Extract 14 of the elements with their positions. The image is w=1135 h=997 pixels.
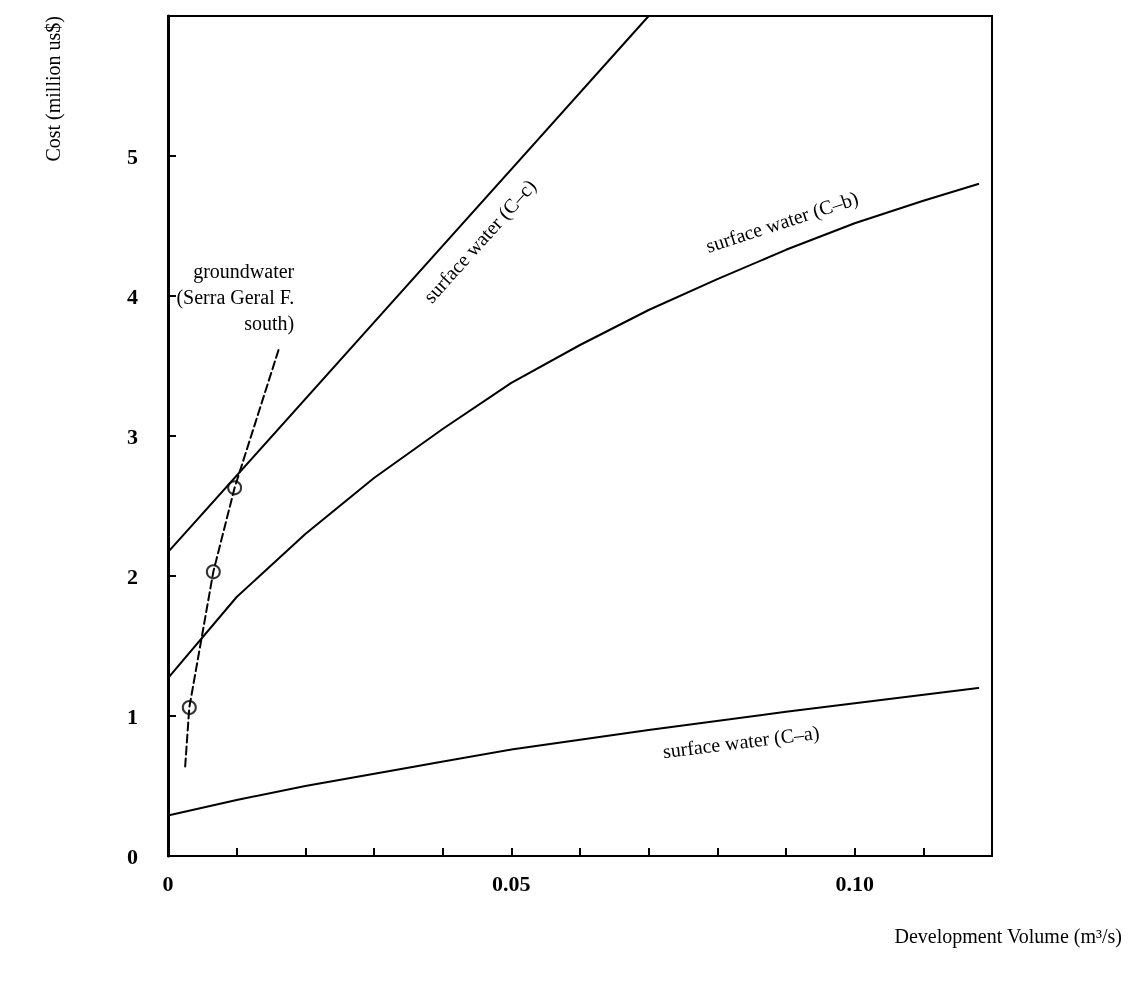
text: surface water (C–a) — [661, 720, 821, 764]
y-tick-label: 3 — [127, 423, 138, 449]
x-tick-label: 0.05 — [492, 870, 531, 896]
x-tick-label: 0.10 — [835, 870, 874, 896]
y-tick-label: 5 — [127, 143, 138, 169]
y-tick-label: 0 — [127, 843, 138, 869]
y-axis-title: Cost (million us$) — [42, 16, 65, 162]
y-tick-label: 1 — [127, 703, 138, 729]
x-axis-title: Development Volume (m³/s) — [894, 925, 1122, 948]
y-tick-label: 2 — [127, 563, 138, 589]
y-tick-label: 4 — [127, 283, 138, 309]
series-label: groundwater (Serra Geral F. south) — [176, 259, 295, 335]
text: surface water (C–b) — [702, 186, 862, 258]
x-tick-label: 0 — [162, 870, 174, 896]
